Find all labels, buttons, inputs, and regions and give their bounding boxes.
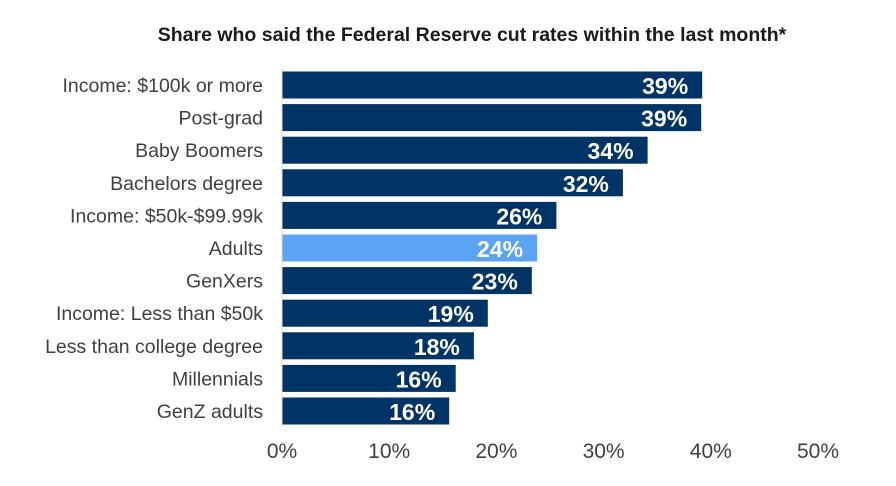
data-label: 39%	[641, 106, 687, 132]
bar	[282, 397, 450, 425]
bar	[282, 267, 532, 295]
category-label: Millennials	[172, 368, 263, 390]
data-labels: 39% 39% 34% 32% 26% 24% 23% 19% 18% 16% 16%	[389, 73, 688, 425]
x-axis-tick-labels: 0% 10% 20% 30% 40% 50%	[267, 440, 839, 463]
x-tick-label: 50%	[797, 440, 839, 463]
category-label: Post-grad	[178, 108, 263, 130]
data-label: 18%	[414, 334, 460, 360]
bar	[282, 201, 557, 229]
data-label: 34%	[588, 138, 634, 164]
data-label: 16%	[389, 399, 435, 425]
category-label: Baby Boomers	[135, 140, 263, 162]
chart-title: Share who said the Federal Reserve cut r…	[158, 24, 787, 46]
category-label: Income: Less than $50k	[56, 303, 263, 325]
data-label: 32%	[563, 171, 609, 197]
data-label: 39%	[642, 73, 688, 99]
category-label: GenZ adults	[157, 401, 263, 423]
data-label: 23%	[472, 269, 518, 295]
category-label: Less than college degree	[45, 336, 263, 358]
bar	[282, 364, 456, 392]
category-label: Income: $100k or more	[62, 75, 263, 97]
bar	[282, 332, 474, 360]
category-label: Bachelors degree	[110, 173, 263, 195]
x-tick-label: 40%	[690, 440, 732, 463]
x-tick-label: 30%	[583, 440, 625, 463]
bar	[282, 104, 702, 132]
data-label: 19%	[428, 301, 474, 327]
bar	[282, 136, 648, 164]
data-label: 26%	[496, 203, 542, 229]
bar	[282, 169, 623, 197]
data-label: 24%	[477, 236, 523, 262]
x-tick-label: 0%	[267, 440, 297, 463]
category-label: Income: $50k-$99.99k	[70, 205, 263, 227]
bar	[282, 299, 488, 327]
x-tick-label: 20%	[475, 440, 517, 463]
bar	[282, 234, 538, 262]
category-label: GenXers	[186, 271, 263, 293]
bar	[282, 71, 703, 99]
category-label: Adults	[209, 238, 263, 260]
category-labels: Income: $100k or more Post-grad Baby Boome…	[45, 75, 263, 423]
data-label: 16%	[396, 366, 442, 392]
x-tick-label: 10%	[368, 440, 410, 463]
bars-group	[282, 71, 703, 425]
